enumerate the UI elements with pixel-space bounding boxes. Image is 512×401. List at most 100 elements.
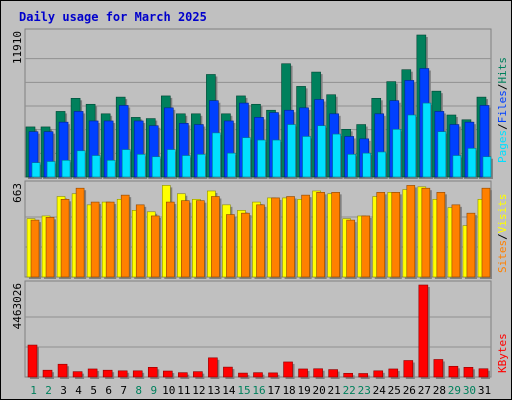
sites-bar xyxy=(135,204,145,278)
day-tick-label: 6 xyxy=(105,384,112,397)
day-tick-label: 4 xyxy=(75,384,82,397)
kbytes-bar xyxy=(238,372,248,378)
day-tick-label: 1 xyxy=(30,384,37,397)
kbytes-bar xyxy=(478,368,489,378)
sites-bar xyxy=(256,204,265,278)
pages-bar xyxy=(482,156,492,178)
pages-bar xyxy=(136,154,146,178)
kbytes-bar xyxy=(132,370,143,378)
kbytes-bar xyxy=(102,369,113,378)
kbytes-bar xyxy=(283,361,293,378)
sites-bar xyxy=(451,204,461,278)
day-tick-label: 9 xyxy=(150,384,157,397)
pages-bar xyxy=(407,114,417,178)
pages-bar xyxy=(61,160,71,178)
kbytes-bar xyxy=(253,372,263,378)
kbytes-bar xyxy=(373,370,384,378)
sites-bar xyxy=(211,196,220,278)
day-tick-label: 27 xyxy=(418,384,431,397)
day-tick-label: 25 xyxy=(388,384,401,397)
pages-bar xyxy=(272,139,281,178)
sites-bar xyxy=(421,187,431,278)
sites-bar xyxy=(301,194,310,278)
pages-bar xyxy=(76,150,86,178)
legend-kbytes: KBytes xyxy=(496,333,509,373)
day-tick-label: 10 xyxy=(162,384,175,397)
sites-bar xyxy=(406,185,416,278)
pages-bar xyxy=(437,131,447,178)
kbytes-bar xyxy=(223,366,233,378)
day-tick-label: 29 xyxy=(448,384,461,397)
sites-bar xyxy=(90,201,100,278)
sites-bar xyxy=(30,219,40,278)
kbytes-bar xyxy=(328,369,338,378)
day-tick-label: 12 xyxy=(192,384,205,397)
plot-panel-3 xyxy=(24,280,492,378)
sites-bar xyxy=(241,212,250,278)
kbytes-bar xyxy=(27,344,38,378)
day-tick-label: 26 xyxy=(403,384,416,397)
day-tick-label: 23 xyxy=(358,384,371,397)
pages-bar xyxy=(46,161,56,178)
legend-sites-visits: Sites/Visits xyxy=(496,194,509,274)
kbytes-bar xyxy=(57,363,68,378)
pages-bar xyxy=(467,148,477,178)
day-tick-label: 19 xyxy=(297,384,310,397)
kbytes-bar xyxy=(193,371,203,378)
pages-bar xyxy=(347,154,356,178)
pages-bar xyxy=(422,102,432,178)
bottom-axis-max-label: 4463026 xyxy=(11,283,24,329)
day-tick-label: 30 xyxy=(463,384,476,397)
sites-bar xyxy=(181,200,190,278)
day-tick-label: 2 xyxy=(45,384,52,397)
pages-bar xyxy=(242,137,251,178)
pages-bar xyxy=(287,124,296,178)
sites-bar xyxy=(436,192,446,278)
day-tick-label: 24 xyxy=(373,384,387,397)
kbytes-bar xyxy=(162,370,173,378)
kbytes-bar xyxy=(448,365,459,378)
day-tick-label: 14 xyxy=(222,384,236,397)
kbytes-bar xyxy=(418,284,429,378)
sites-bar xyxy=(391,192,401,278)
day-tick-label: 13 xyxy=(207,384,220,397)
sites-bar xyxy=(331,192,340,278)
chart-title: Daily usage for March 2025 xyxy=(19,10,207,24)
day-tick-label: 15 xyxy=(237,384,250,397)
sites-bar xyxy=(75,187,85,278)
kbytes-bar xyxy=(403,360,414,378)
kbytes-bar xyxy=(358,373,369,378)
kbytes-bar xyxy=(208,357,218,378)
pages-bar xyxy=(257,139,266,178)
day-tick-label: 28 xyxy=(433,384,446,397)
sites-bar xyxy=(226,214,235,278)
day-tick-label: 8 xyxy=(135,384,142,397)
day-tick-label: 17 xyxy=(267,384,280,397)
pages-bar xyxy=(332,133,341,178)
sites-bar xyxy=(481,187,491,278)
kbytes-bar xyxy=(72,371,83,378)
kbytes-bar xyxy=(433,359,444,378)
kbytes-bar xyxy=(117,370,128,378)
sites-bar xyxy=(346,219,355,278)
pages-bar xyxy=(377,151,387,178)
pages-bar xyxy=(31,162,41,178)
pages-bar xyxy=(212,132,221,178)
top-axis-max-label: 11910 xyxy=(11,31,24,64)
kbytes-bar xyxy=(178,372,188,378)
day-tick-label: 16 xyxy=(252,384,265,397)
sites-bar xyxy=(361,215,371,278)
pages-bar xyxy=(121,149,131,178)
sites-bar xyxy=(60,198,70,278)
day-tick-label: 3 xyxy=(60,384,67,397)
day-tick-label: 21 xyxy=(328,384,341,397)
kbytes-bar xyxy=(298,368,308,378)
middle-axis-max-label: 663 xyxy=(11,183,24,203)
pages-bar xyxy=(362,152,372,178)
sites-bar xyxy=(120,194,130,278)
kbytes-bar xyxy=(268,372,278,378)
pages-bar xyxy=(302,136,311,178)
kbytes-bar xyxy=(343,372,353,378)
